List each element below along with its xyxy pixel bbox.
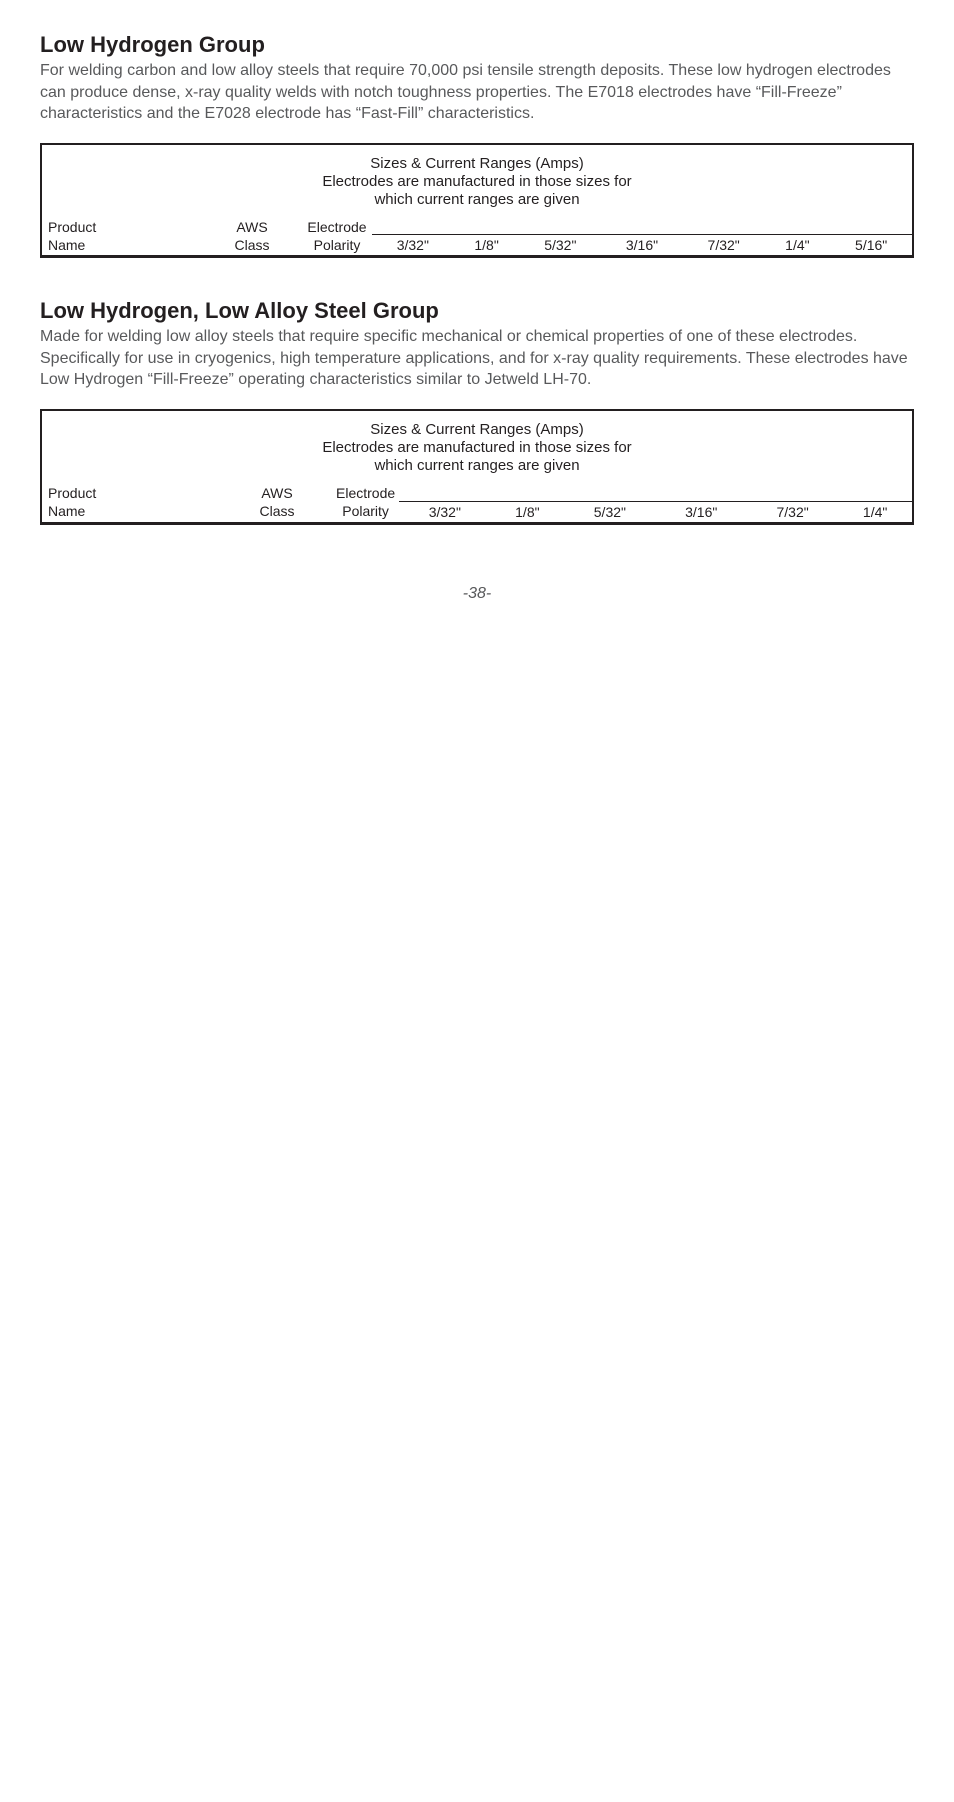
caption2-line1: Sizes & Current Ranges (Amps) <box>370 421 583 438</box>
section2-heading: Low Hydrogen, Low Alloy Steel Group <box>40 298 914 324</box>
hdr-size-6: 5/16" <box>830 235 912 256</box>
hdr-electrode: Electrode <box>302 215 372 235</box>
hdr2-aws: AWS <box>222 481 332 501</box>
table2: Product AWS Electrode Name Class Polarit… <box>42 481 912 523</box>
table1-caption: Sizes & Current Ranges (Amps) Electrodes… <box>42 145 912 215</box>
hdr2-size-3: 3/16" <box>656 501 747 522</box>
caption-line1: Sizes & Current Ranges (Amps) <box>370 155 583 172</box>
caption-line2: Electrodes are manufactured in those siz… <box>322 173 631 190</box>
hdr2-class: Class <box>222 501 332 522</box>
page-number: -38- <box>40 585 914 603</box>
hdr2-size-4: 7/32" <box>747 501 838 522</box>
hdr2-electrode: Electrode <box>332 481 399 501</box>
caption2-line2: Electrodes are manufactured in those siz… <box>322 439 631 456</box>
hdr-size-0: 3/32" <box>372 235 454 256</box>
hdr2-size-1: 1/8" <box>491 501 565 522</box>
caption2-line3: which current ranges are given <box>374 457 579 474</box>
hdr-product: Product <box>42 215 202 235</box>
hdr-size-5: 1/4" <box>764 235 830 256</box>
hdr2-product: Product <box>42 481 222 501</box>
table1-wrap: Sizes & Current Ranges (Amps) Electrodes… <box>40 143 914 259</box>
hdr2-name: Name <box>42 501 222 522</box>
hdr-polarity: Polarity <box>302 235 372 256</box>
hdr-size-3: 3/16" <box>601 235 683 256</box>
hdr-class: Class <box>202 235 302 256</box>
hdr2-size-0: 3/32" <box>399 501 490 522</box>
hdr2-size-2: 5/32" <box>564 501 655 522</box>
table2-caption: Sizes & Current Ranges (Amps) Electrodes… <box>42 411 912 481</box>
hdr-size-1: 1/8" <box>454 235 520 256</box>
hdr-size-4: 7/32" <box>683 235 765 256</box>
hdr-name: Name <box>42 235 202 256</box>
table1: Product AWS Electrode Name Class Polarit… <box>42 215 912 257</box>
hdr2-size-5: 1/4" <box>838 501 912 522</box>
section2-intro: Made for welding low alloy steels that r… <box>40 326 914 391</box>
table2-wrap: Sizes & Current Ranges (Amps) Electrodes… <box>40 409 914 525</box>
section1-heading: Low Hydrogen Group <box>40 32 914 58</box>
hdr-aws: AWS <box>202 215 302 235</box>
hdr2-polarity: Polarity <box>332 501 399 522</box>
caption-line3: which current ranges are given <box>374 191 579 208</box>
section1-intro: For welding carbon and low alloy steels … <box>40 60 914 125</box>
hdr-size-2: 5/32" <box>520 235 602 256</box>
